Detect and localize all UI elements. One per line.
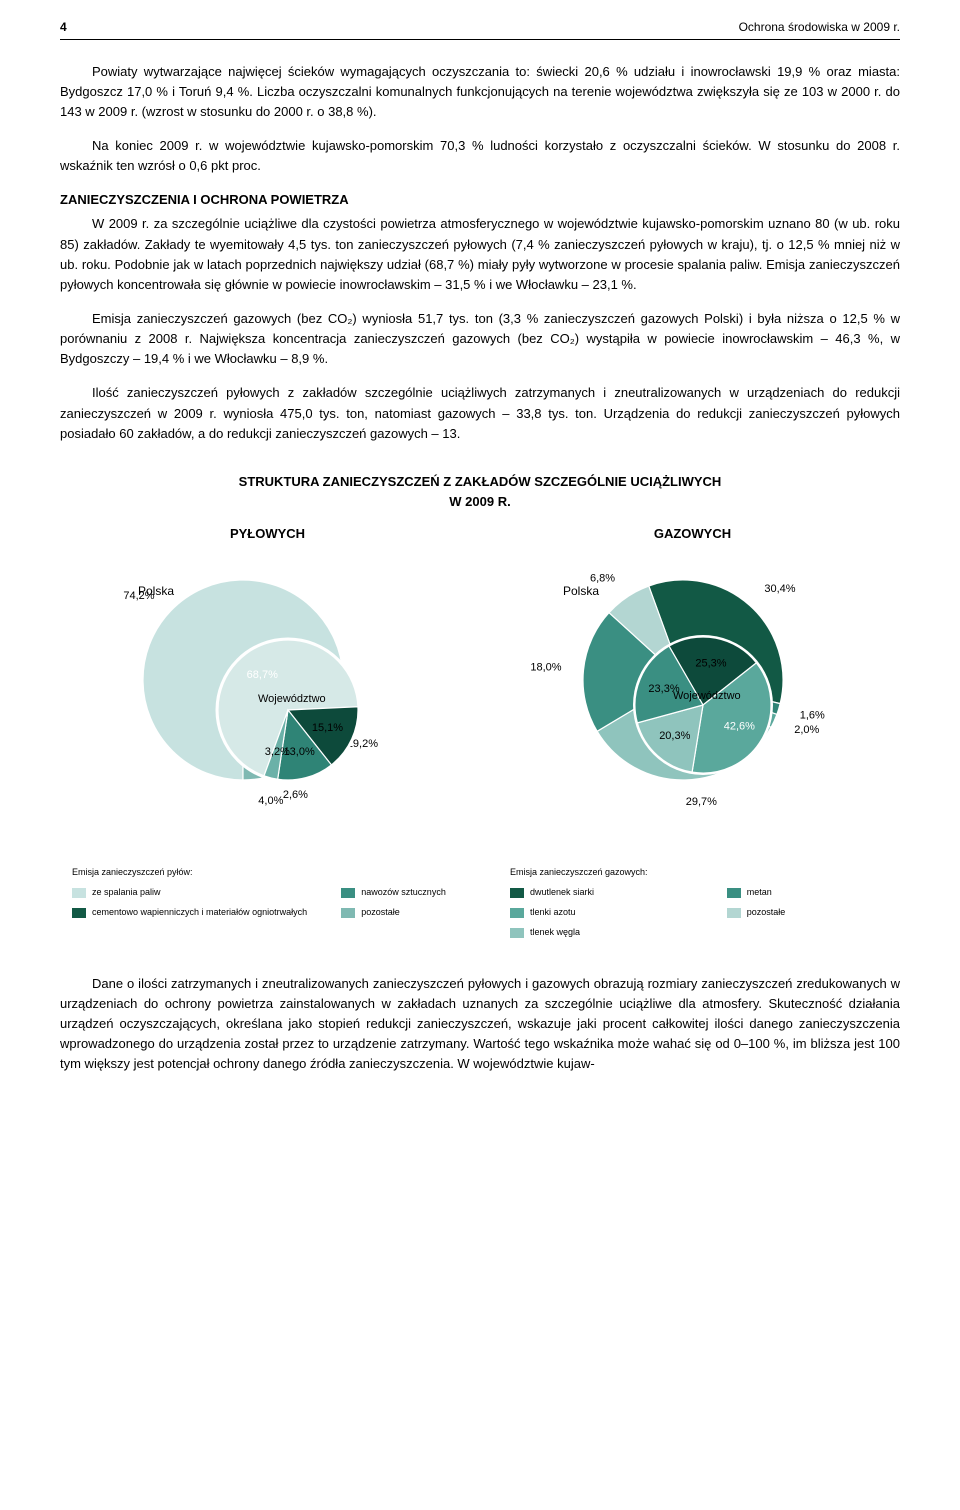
legend-item: metan	[727, 886, 888, 900]
legend-title: Emisja zanieczyszczeń gazowych:	[510, 866, 888, 880]
pie-dust: 74,2%19,2%2,6%4,0%68,7%15,1%13,0%3,2%Pol…	[78, 550, 458, 830]
chart-subtitle: PYŁOWYCH	[60, 524, 475, 544]
page-header: 4 Ochrona środowiska w 2009 r.	[60, 18, 900, 40]
legend-swatch	[727, 888, 741, 898]
body-paragraph: Powiaty wytwarzające najwięcej ścieków w…	[60, 62, 900, 122]
section-heading: ZANIECZYSZCZENIA I OCHRONA POWIETRZA	[60, 190, 900, 210]
legend-text: ze spalania paliw	[92, 886, 161, 900]
legend-swatch	[510, 888, 524, 898]
legend-item: tlenek węgla	[510, 926, 697, 940]
legend-swatch	[341, 888, 355, 898]
legend-text: cementowo wapienniczych i materiałów ogn…	[92, 906, 307, 920]
legend-text: pozostałe	[361, 906, 400, 920]
chart-subtitle: GAZOWYCH	[485, 524, 900, 544]
chart-title: STRUKTURA ZANIECZYSZCZEŃ Z ZAKŁADÓW SZCZ…	[60, 472, 900, 512]
slice-label: 68,7%	[246, 669, 277, 681]
slice-label: 2,0%	[794, 724, 819, 736]
slice-label: 25,3%	[695, 658, 726, 670]
outer-ring-label: Polska	[138, 584, 174, 598]
legend-item: pozostałe	[341, 906, 450, 920]
slice-label: 2,6%	[282, 789, 307, 801]
running-title: Ochrona środowiska w 2009 r.	[739, 18, 900, 37]
legend-item: cementowo wapienniczych i materiałów ogn…	[72, 906, 311, 920]
body-paragraph: Dane o ilości zatrzymanych i zneutralizo…	[60, 974, 900, 1075]
slice-label: 30,4%	[764, 583, 795, 595]
legend-item: dwutlenek siarki	[510, 886, 697, 900]
legend-item: nawozów sztucznych	[341, 886, 450, 900]
slice-label: 42,6%	[723, 721, 754, 733]
legend-gas: Emisja zanieczyszczeń gazowych: dwutlene…	[510, 866, 888, 940]
legend-swatch	[341, 908, 355, 918]
legend-swatch	[510, 908, 524, 918]
chart-dust: PYŁOWYCH 74,2%19,2%2,6%4,0%68,7%15,1%13,…	[60, 524, 475, 844]
legend-item: tlenki azotu	[510, 906, 697, 920]
legend-swatch	[510, 928, 524, 938]
inner-ring-label: Województwo	[258, 693, 326, 705]
legend-swatch	[72, 888, 86, 898]
pie-gas: 30,4% 1,6% 2,0% 29,7% 18,0% 6,8% 25,3% 42,6% 20,…	[503, 550, 883, 830]
legend-text: metan	[747, 886, 772, 900]
legend-item: ze spalania paliw	[72, 886, 311, 900]
slice-label: 3,2%	[264, 746, 289, 758]
legend-text: tlenki azotu	[530, 906, 576, 920]
chart-gas: GAZOWYCH 30,4% 1,6% 2,0% 29,7% 18,0% 6,8% 25,3…	[485, 524, 900, 844]
legend-dust: Emisja zanieczyszczeń pyłów: ze spalania…	[72, 866, 450, 940]
legend-text: tlenek węgla	[530, 926, 580, 940]
legend-title: Emisja zanieczyszczeń pyłów:	[72, 866, 450, 880]
slice-label: 15,1%	[311, 722, 342, 734]
page-number: 4	[60, 18, 67, 37]
legend: Emisja zanieczyszczeń pyłów: ze spalania…	[60, 856, 900, 950]
legend-item: pozostałe	[727, 906, 888, 920]
charts-row: PYŁOWYCH 74,2%19,2%2,6%4,0%68,7%15,1%13,…	[60, 524, 900, 844]
slice-label: 18,0%	[530, 662, 561, 674]
body-paragraph: Emisja zanieczyszczeń gazowych (bez CO₂)…	[60, 309, 900, 369]
body-paragraph: Na koniec 2009 r. w województwie kujawsk…	[60, 136, 900, 176]
slice-label: 29,7%	[685, 796, 716, 808]
slice-label: 6,8%	[589, 573, 614, 585]
legend-text: pozostałe	[747, 906, 786, 920]
slice-label: 1,6%	[799, 710, 824, 722]
legend-swatch	[72, 908, 86, 918]
inner-ring-label: Województwo	[673, 690, 741, 702]
slice-label: 4,0%	[258, 795, 283, 807]
body-paragraph: Ilość zanieczyszczeń pyłowych z zakładów…	[60, 383, 900, 443]
legend-text: dwutlenek siarki	[530, 886, 594, 900]
body-paragraph: W 2009 r. za szczególnie uciążliwe dla c…	[60, 214, 900, 295]
legend-text: nawozów sztucznych	[361, 886, 446, 900]
outer-ring-label: Polska	[563, 584, 599, 598]
slice-label: 20,3%	[659, 731, 690, 743]
legend-swatch	[727, 908, 741, 918]
